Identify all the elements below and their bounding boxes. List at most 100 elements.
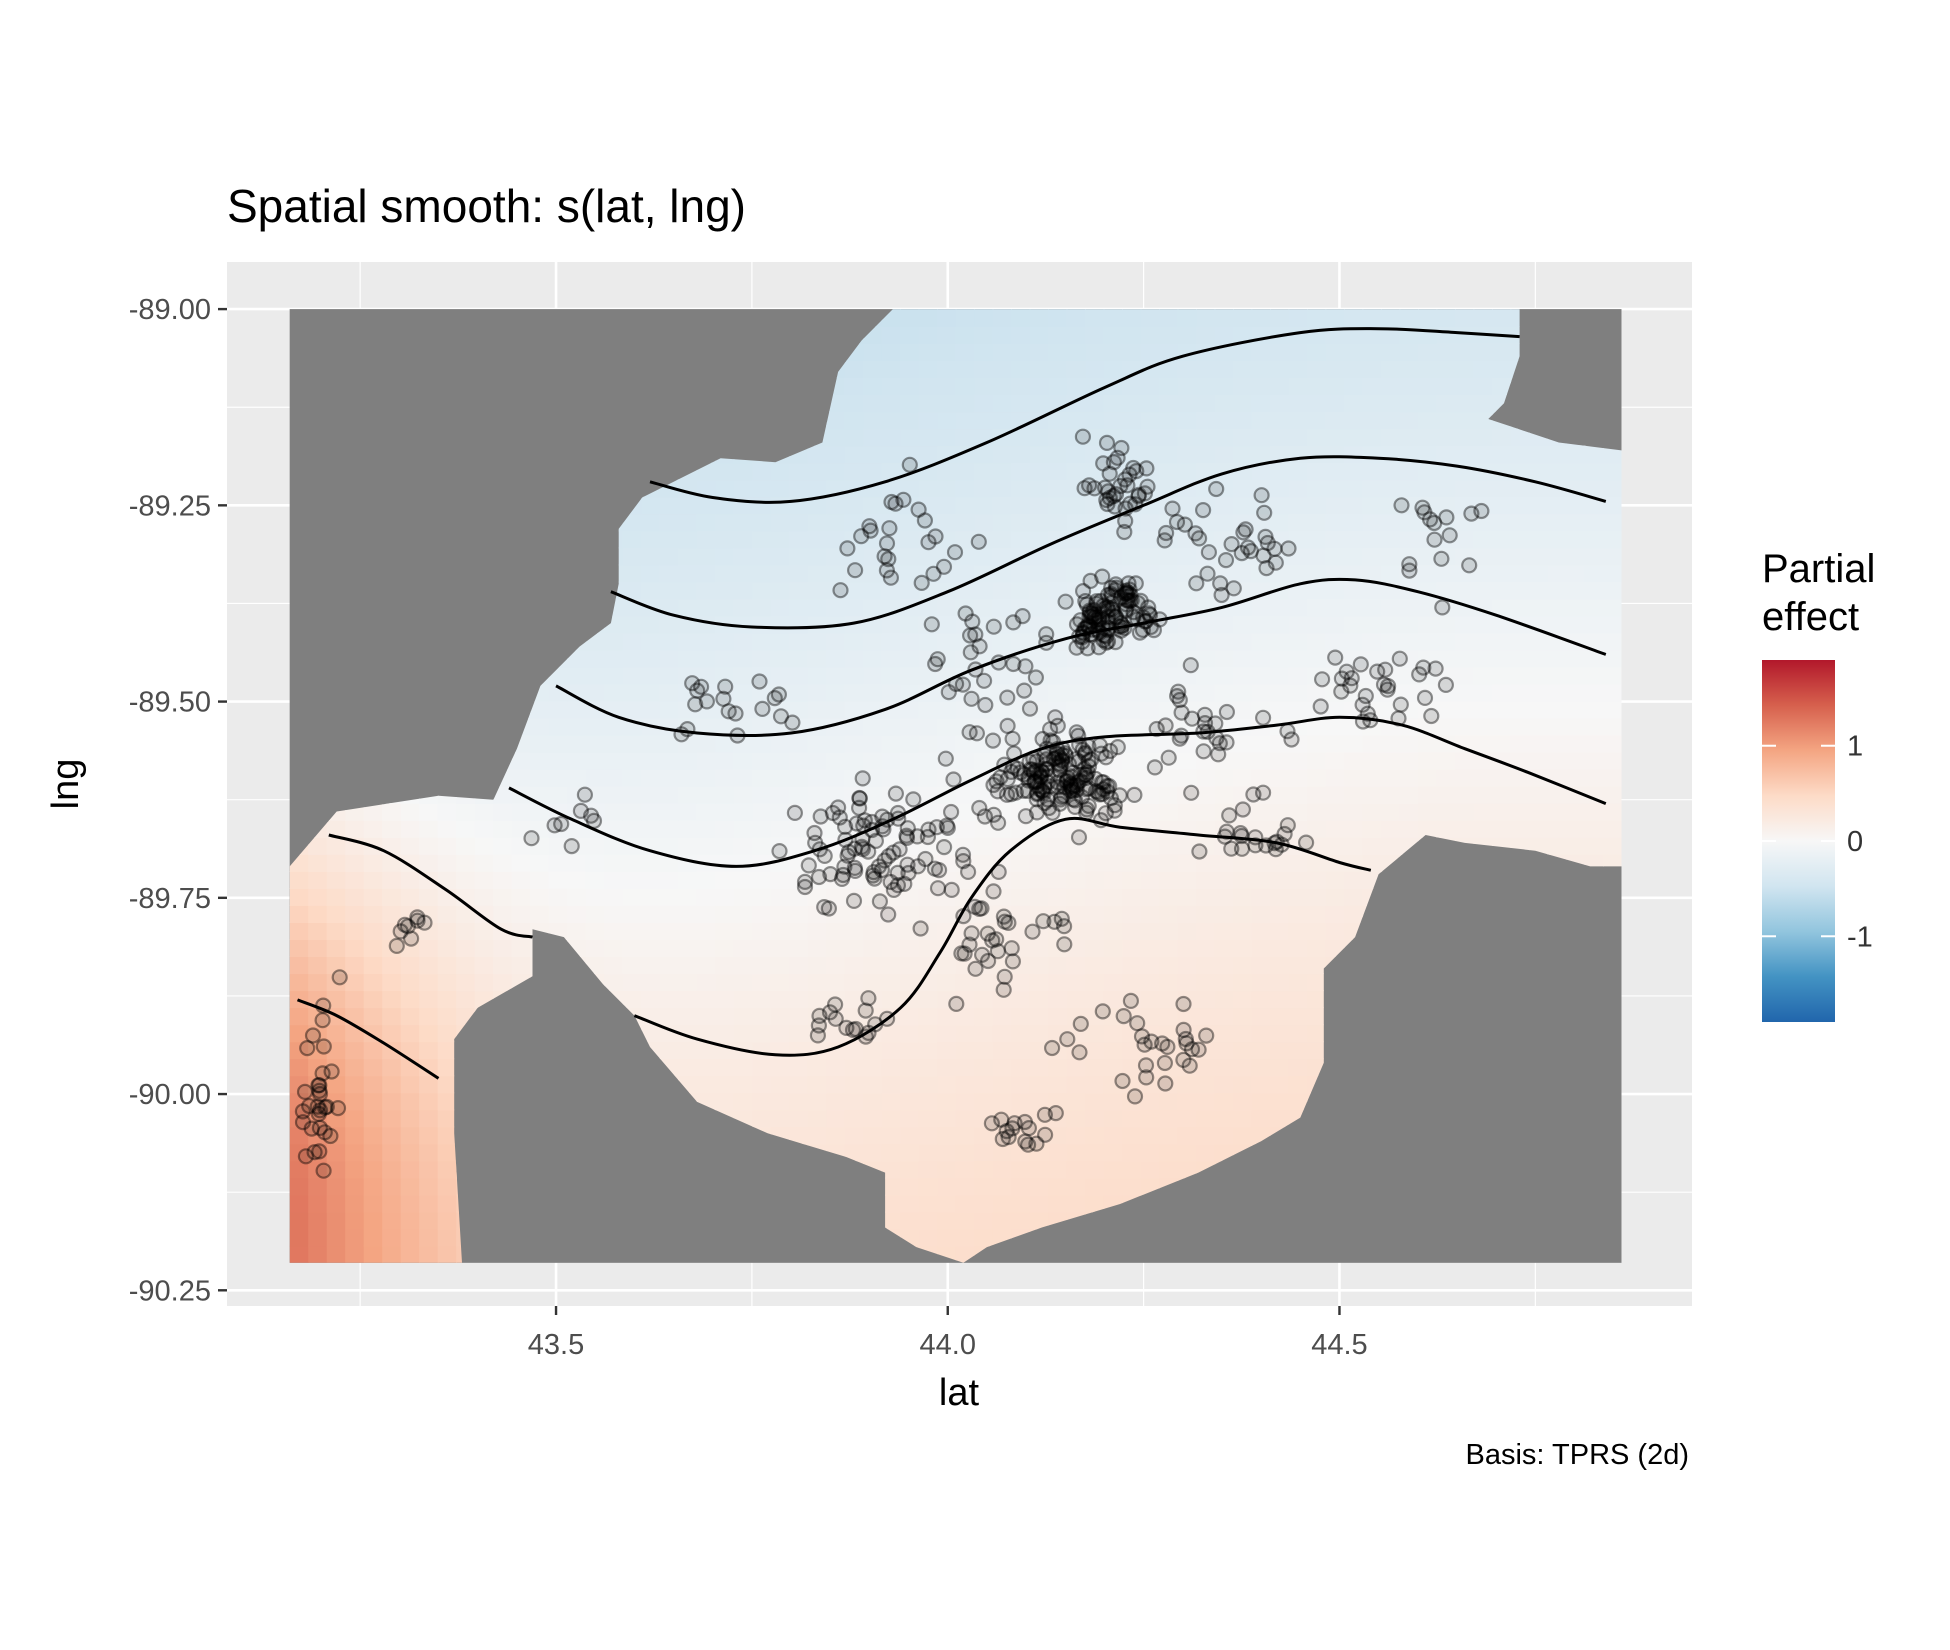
data-point <box>1369 663 1386 680</box>
heat-tile <box>1103 1058 1123 1077</box>
heat-tile <box>345 871 365 889</box>
data-point <box>1168 687 1186 705</box>
heat-tile <box>881 445 901 464</box>
data-point <box>1017 808 1035 825</box>
heat-tile <box>1048 428 1068 447</box>
data-point <box>853 528 870 545</box>
data-point <box>874 808 891 825</box>
heat-tile <box>770 700 790 719</box>
heat-tile <box>567 683 587 702</box>
data-point <box>1120 592 1137 610</box>
data-point <box>1354 713 1372 730</box>
heat-tile <box>1233 1126 1253 1145</box>
heat-tile <box>789 649 809 668</box>
heat-tile <box>641 513 661 532</box>
heat-tile <box>1455 786 1475 804</box>
heat-tile <box>1066 1075 1086 1094</box>
data-point <box>1092 812 1110 829</box>
heat-tile <box>1177 700 1197 719</box>
heat-tile <box>789 990 809 1009</box>
heat-tile <box>400 1126 420 1145</box>
heat-tile <box>1103 888 1123 906</box>
heat-tile <box>1251 1058 1271 1077</box>
heat-tile <box>1140 1007 1160 1026</box>
heat-tile <box>1214 905 1234 923</box>
data-point <box>1074 582 1092 600</box>
heat-tile <box>1584 564 1604 583</box>
heat-tile <box>937 1041 957 1060</box>
data-point <box>928 819 945 836</box>
heat-tile <box>807 683 827 702</box>
heat-tile <box>1214 768 1234 787</box>
heat-tile <box>1510 564 1530 583</box>
heat-tile <box>1251 786 1271 804</box>
heat-tile <box>1029 751 1049 770</box>
heat-tile <box>1288 394 1308 413</box>
heat-tile <box>900 956 920 975</box>
heat-tile <box>1085 786 1105 804</box>
heat-tile <box>1436 377 1456 395</box>
data-point <box>836 858 853 875</box>
heat-tile <box>1399 632 1419 651</box>
data-point <box>1019 782 1036 800</box>
data-point <box>1415 659 1432 676</box>
heat-tile <box>1140 581 1160 600</box>
heat-tile <box>881 786 901 804</box>
heat-tile <box>863 803 883 821</box>
heat-tile <box>844 411 864 430</box>
heat-tile <box>992 717 1012 736</box>
data-point <box>835 866 852 884</box>
heat-tile <box>937 1194 957 1213</box>
heat-tile <box>1066 343 1086 361</box>
heat-tile <box>1066 326 1086 344</box>
heat-tile <box>1344 803 1364 821</box>
heat-tile <box>844 1109 864 1128</box>
heat-tile <box>955 871 975 889</box>
heat-tile <box>844 751 864 770</box>
data-point <box>1068 777 1085 794</box>
heat-tile <box>1103 734 1123 753</box>
heat-tile <box>474 871 494 889</box>
heat-tile <box>900 394 920 413</box>
data-point <box>1357 687 1374 705</box>
heat-tile <box>807 649 827 668</box>
heat-tile <box>1288 496 1308 515</box>
heat-tile <box>770 871 790 889</box>
heat-tile <box>918 411 938 430</box>
data-point <box>1178 1035 1195 1052</box>
heat-tile <box>900 820 920 838</box>
heat-tile <box>1011 1024 1031 1043</box>
heat-tile <box>955 1058 975 1077</box>
heat-tile <box>937 1024 957 1043</box>
heat-tile <box>807 751 827 770</box>
heat-tile <box>918 649 938 668</box>
heat-tile <box>1029 581 1049 600</box>
heat-tile <box>1344 530 1364 549</box>
heat-tile <box>1418 309 1438 327</box>
heat-tile <box>733 905 753 923</box>
data-point <box>1143 1033 1160 1050</box>
data-point <box>1028 804 1046 821</box>
heat-tile <box>1122 683 1142 702</box>
heat-tile <box>1196 922 1216 940</box>
heat-tile <box>918 547 938 566</box>
heat-tile <box>1140 1160 1160 1179</box>
heat-tile <box>1011 717 1031 736</box>
heat-tile <box>437 803 457 821</box>
heat-tile <box>974 786 994 804</box>
data-point <box>923 616 940 633</box>
heat-tile <box>530 854 550 872</box>
heat-tile <box>1510 530 1530 549</box>
heat-tile <box>1140 751 1160 770</box>
data-point <box>846 562 864 579</box>
heat-tile <box>770 1024 790 1043</box>
data-point <box>927 528 944 545</box>
heat-tile <box>733 666 753 685</box>
heat-tile <box>1159 973 1179 992</box>
data-point <box>1259 534 1276 552</box>
heat-tile <box>1159 309 1179 327</box>
heat-tile <box>937 1092 957 1111</box>
heat-tile <box>1066 751 1086 770</box>
heat-tile <box>1177 309 1197 327</box>
heat-tile <box>696 666 716 685</box>
